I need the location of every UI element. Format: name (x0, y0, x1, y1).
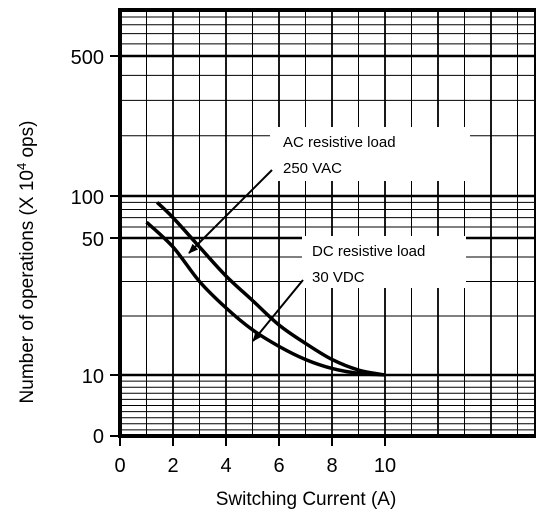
dc-series-line (145, 220, 386, 377)
ac-annotation-line2: 250 VAC (283, 160, 342, 177)
y-axis-title: Number of operations (X 104 ops) (14, 121, 38, 404)
y-tick-label: 10 (82, 366, 104, 388)
y-axis-title-tail: ops) (17, 121, 38, 163)
y-tick-label: 100 (71, 187, 104, 209)
dc-annotation-box (302, 236, 466, 288)
chart-marks (145, 201, 386, 377)
x-tick-label: 4 (220, 455, 231, 477)
ac-series-line (155, 201, 386, 377)
dc-annotation-arrow (252, 279, 304, 342)
x-tick-label: 8 (326, 455, 337, 477)
grid-lines (110, 10, 536, 446)
x-tick-label: 0 (114, 455, 125, 477)
ac-annotation-box (270, 127, 470, 181)
y-tick-label: 50 (82, 229, 104, 251)
dc-annotation-line1: DC resistive load (312, 243, 425, 260)
x-axis-title: Switching Current (A) (216, 489, 397, 510)
y-axis-title-main: Number of operations (X 10 (17, 170, 38, 403)
dc-annotation-line2: 30 VDC (312, 269, 365, 286)
x-tick-label: 2 (167, 455, 178, 477)
y-tick-label: 500 (71, 47, 104, 69)
y-tick-label: 0 (93, 426, 104, 448)
x-tick-label: 10 (374, 455, 396, 477)
x-tick-label: 6 (273, 455, 284, 477)
plot-frame (118, 8, 536, 438)
ac-annotation-arrow (188, 169, 273, 254)
y-axis-title-superscript: 4 (14, 163, 29, 170)
ac-annotation-line1: AC resistive load (283, 134, 396, 151)
